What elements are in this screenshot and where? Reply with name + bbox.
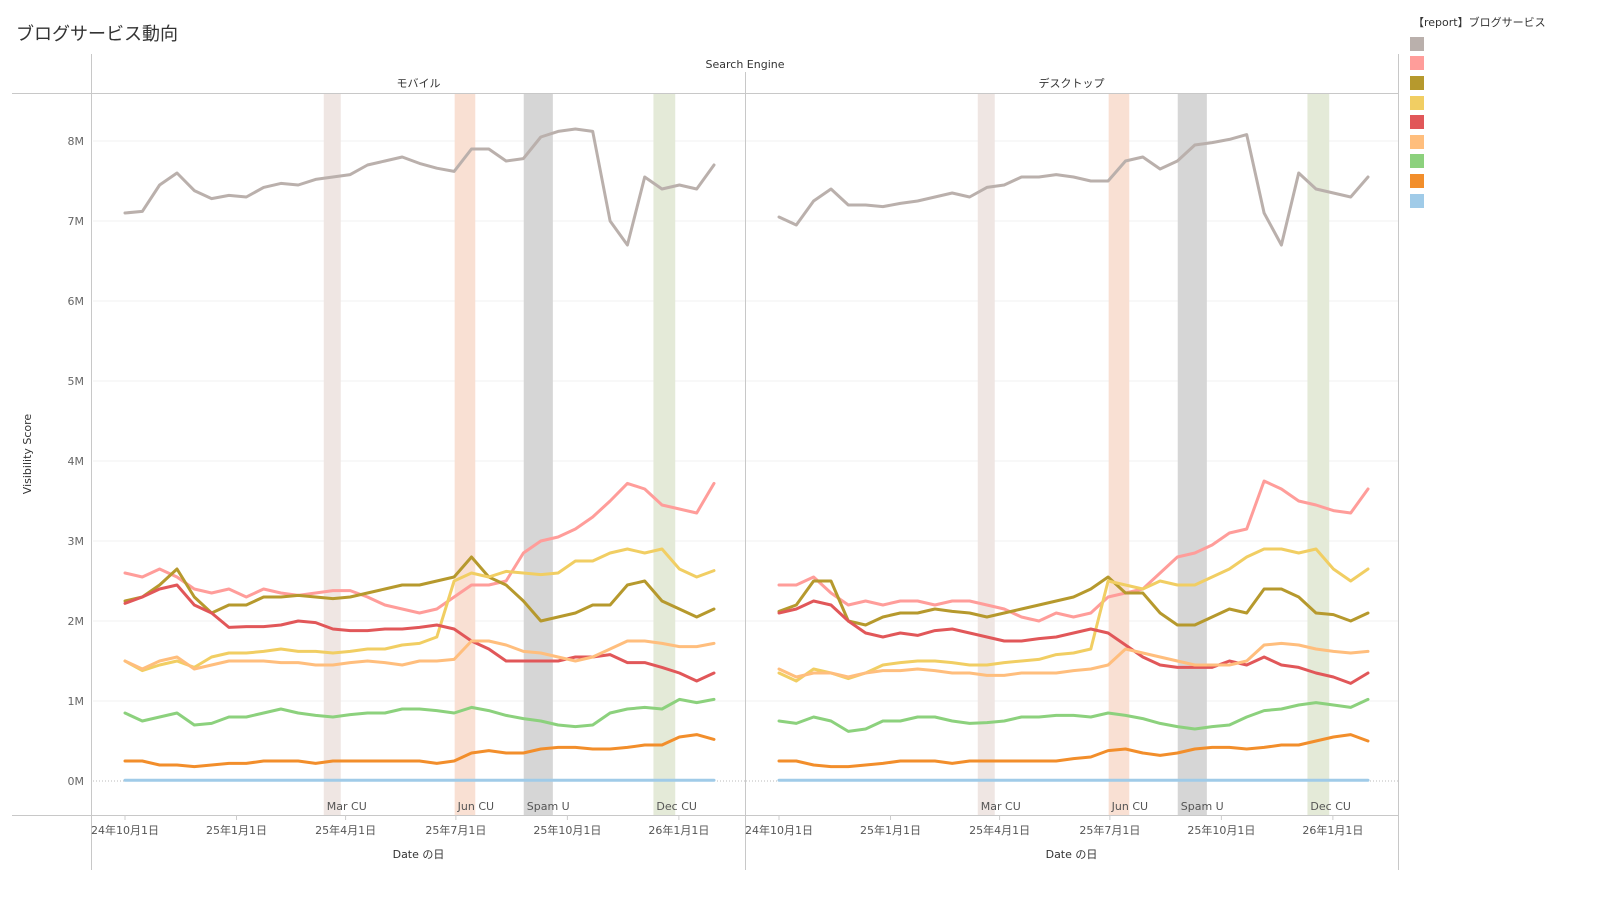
- legend-item[interactable]: [1410, 112, 1600, 132]
- legend-item[interactable]: [1410, 34, 1600, 54]
- series-line-1: [777, 479, 1370, 623]
- y-tick-label: 1M: [68, 695, 85, 708]
- x-tick-label: 25年7月1日: [1079, 823, 1140, 837]
- y-tick-label: 4M: [68, 455, 85, 468]
- series-line-7: [123, 733, 716, 769]
- annotation-band: [1307, 94, 1330, 815]
- y-tick-label: 2M: [68, 615, 85, 628]
- legend-swatch: [1410, 134, 1424, 149]
- annotation-label: Mar CU: [327, 800, 367, 813]
- y-tick-label: 0M: [68, 775, 85, 788]
- x-tick-label: 25年1月1日: [860, 823, 921, 837]
- y-tick-label: 3M: [68, 535, 85, 548]
- annotation-label: Spam U: [1181, 800, 1224, 813]
- annotation-band: [523, 94, 553, 815]
- series-line-6: [123, 697, 716, 729]
- y-tick-label: 7M: [68, 215, 85, 228]
- panel-header: モバイル: [397, 77, 441, 90]
- series-line-6: [777, 697, 1370, 733]
- annotation-band: [1177, 94, 1207, 815]
- annotation-label: Dec CU: [656, 800, 697, 813]
- legend: 【report】ブログサービス: [1410, 14, 1600, 210]
- x-tick-label: 25年4月1日: [315, 823, 376, 837]
- y-tick-label: 6M: [68, 295, 85, 308]
- column-header: Search Engine: [706, 58, 785, 71]
- x-axis-title: Date の日: [1046, 848, 1098, 861]
- x-tick-label: 25年10月1日: [1187, 823, 1255, 837]
- series-line-0: [777, 133, 1370, 247]
- y-axis-title: Visibility Score: [21, 414, 34, 495]
- legend-item[interactable]: [1410, 73, 1600, 93]
- series-line-5: [777, 641, 1370, 679]
- legend-item[interactable]: [1410, 132, 1600, 152]
- annotation-label: Dec CU: [1310, 800, 1351, 813]
- annotation-band: [653, 94, 676, 815]
- series-line-7: [777, 733, 1370, 769]
- x-tick-label: 25年10月1日: [533, 823, 601, 837]
- legend-swatch: [1410, 154, 1424, 169]
- legend-swatch: [1410, 193, 1424, 208]
- x-tick-label: 25年1月1日: [206, 823, 267, 837]
- legend-item[interactable]: [1410, 171, 1600, 191]
- legend-swatch: [1410, 173, 1424, 188]
- annotation-label: Mar CU: [981, 800, 1021, 813]
- series-line-3: [123, 547, 716, 673]
- legend-item[interactable]: [1410, 54, 1600, 74]
- legend-swatch: [1410, 56, 1424, 71]
- x-axis-title: Date の日: [393, 848, 445, 861]
- annotation-label: Jun CU: [1111, 800, 1148, 813]
- x-tick-label: 26年1月1日: [1302, 823, 1363, 837]
- series-line-1: [123, 481, 716, 615]
- x-tick-label: 26年1月1日: [648, 823, 709, 837]
- x-tick-label: 25年4月1日: [969, 823, 1030, 837]
- annotation-label: Jun CU: [457, 800, 494, 813]
- x-tick-label: 24年10月1日: [91, 823, 159, 837]
- legend-swatch: [1410, 75, 1424, 90]
- panel-header: デスクトップ: [1039, 76, 1105, 90]
- y-tick-label: 8M: [68, 135, 85, 148]
- series-line-2: [777, 575, 1370, 627]
- legend-swatch: [1410, 115, 1424, 130]
- y-tick-label: 5M: [68, 375, 85, 388]
- legend-item[interactable]: [1410, 152, 1600, 172]
- x-tick-label: 25年7月1日: [425, 823, 486, 837]
- legend-item[interactable]: [1410, 191, 1600, 211]
- series-line-4: [123, 583, 716, 683]
- legend-swatch: [1410, 36, 1424, 51]
- legend-title: 【report】ブログサービス: [1413, 16, 1546, 29]
- annotation-band: [323, 94, 341, 815]
- dashboard-title: ブログサービス動向: [16, 24, 178, 45]
- annotation-band: [977, 94, 995, 815]
- series-line-4: [777, 599, 1370, 685]
- series-line-3: [777, 547, 1370, 683]
- legend-swatch: [1410, 95, 1424, 110]
- series-line-0: [123, 127, 716, 247]
- series-line-5: [123, 639, 716, 671]
- x-tick-label: 24年10月1日: [745, 823, 813, 837]
- legend-item[interactable]: [1410, 93, 1600, 113]
- annotation-label: Spam U: [527, 800, 570, 813]
- annotation-band: [1108, 94, 1130, 815]
- series-line-2: [123, 555, 716, 623]
